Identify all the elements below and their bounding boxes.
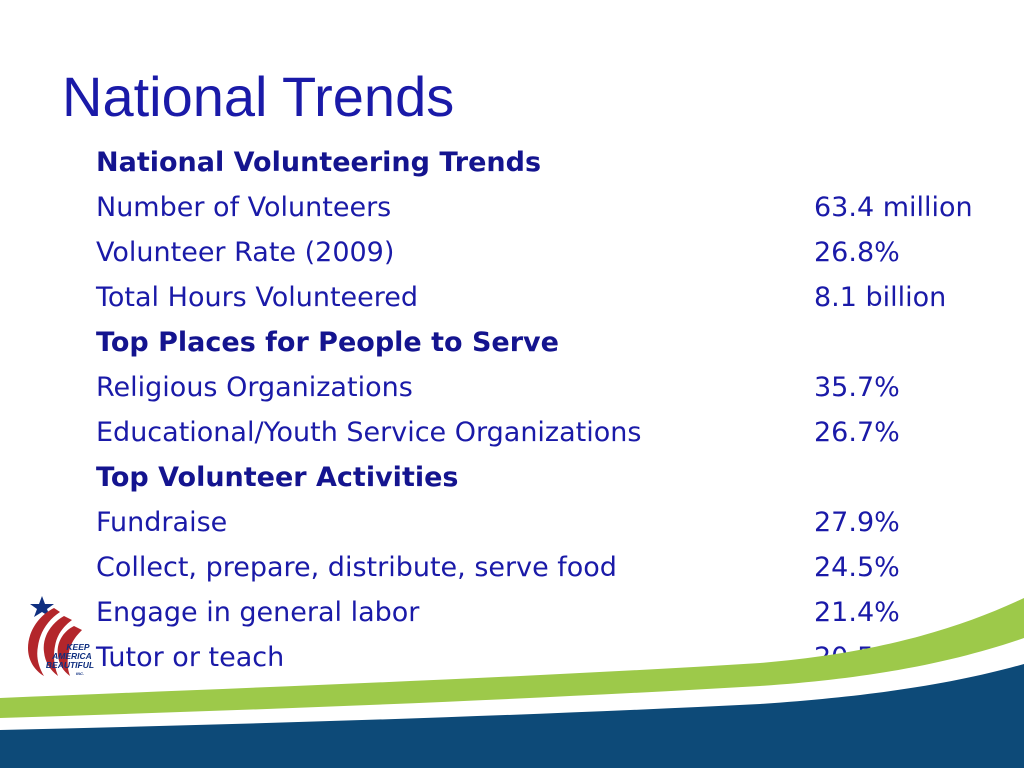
row-value: 63.4 million bbox=[814, 192, 973, 223]
table-row: Engage in general labor 21.4% bbox=[96, 590, 1016, 635]
section-heading: Top Volunteer Activities bbox=[96, 462, 459, 493]
table-row: Religious Organizations 35.7% bbox=[96, 365, 1016, 410]
table-row: Fundraise 27.9% bbox=[96, 500, 1016, 545]
row-value: 8.1 billion bbox=[814, 282, 947, 313]
table-row: Total Hours Volunteered 8.1 billion bbox=[96, 275, 1016, 320]
row-label: Engage in general labor bbox=[96, 597, 420, 628]
row-label: Volunteer Rate (2009) bbox=[96, 237, 395, 268]
table-row: Number of Volunteers 63.4 million bbox=[96, 185, 1016, 230]
row-label: Educational/Youth Service Organizations bbox=[96, 417, 642, 448]
row-value: 35.7% bbox=[814, 372, 900, 403]
row-label: Collect, prepare, distribute, serve food bbox=[96, 552, 617, 583]
row-label: Number of Volunteers bbox=[96, 192, 392, 223]
row-label: Fundraise bbox=[96, 507, 228, 538]
trends-table: National Volunteering Trends Number of V… bbox=[96, 140, 1016, 680]
row-label: Religious Organizations bbox=[96, 372, 413, 403]
footer-wave-decoration bbox=[0, 598, 1024, 768]
row-value: 26.7% bbox=[814, 417, 900, 448]
row-value: 27.9% bbox=[814, 507, 900, 538]
slide-title: National Trends bbox=[62, 65, 455, 128]
table-row: Educational/Youth Service Organizations … bbox=[96, 410, 1016, 455]
section-heading: National Volunteering Trends bbox=[96, 147, 542, 178]
row-value: 26.8% bbox=[814, 237, 900, 268]
logo-word-inc: INC. bbox=[76, 671, 84, 676]
flag-star-icon bbox=[28, 596, 82, 676]
table-row: Volunteer Rate (2009) 26.8% bbox=[96, 230, 1016, 275]
row-value: 24.5% bbox=[814, 552, 900, 583]
navy-wave bbox=[0, 664, 1024, 768]
logo-word-america: AMERICA bbox=[51, 651, 92, 661]
row-value: 21.4% bbox=[814, 597, 900, 628]
keep-america-beautiful-logo: KEEP AMERICA BEAUTIFUL INC. bbox=[28, 596, 94, 676]
row-label: Total Hours Volunteered bbox=[96, 282, 419, 313]
section-heading: Top Places for People to Serve bbox=[96, 327, 559, 358]
row-label: Tutor or teach bbox=[96, 642, 285, 673]
logo-word-keep: KEEP bbox=[66, 642, 89, 652]
table-row: Collect, prepare, distribute, serve food… bbox=[96, 545, 1016, 590]
logo-word-beautiful: BEAUTIFUL bbox=[46, 660, 94, 670]
